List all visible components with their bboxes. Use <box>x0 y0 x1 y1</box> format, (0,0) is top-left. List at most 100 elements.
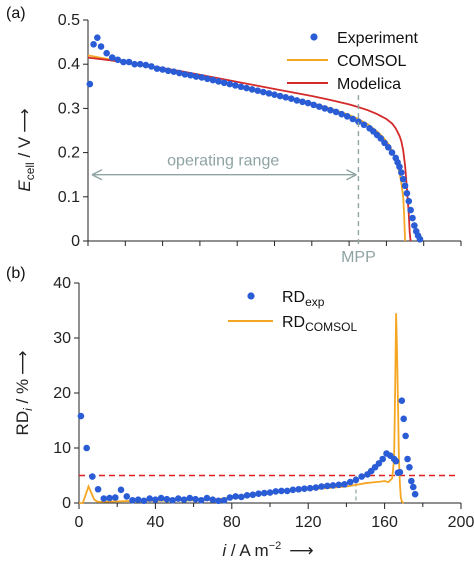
data-point-rd-exp <box>396 468 404 476</box>
panel-a-label: (a) <box>6 5 26 22</box>
data-point-experiment <box>86 80 94 88</box>
data-point-experiment <box>310 101 317 109</box>
data-point-rd-exp <box>375 460 383 467</box>
panel-b-ytick-label: 0 <box>62 495 71 512</box>
panel-a-legend: Experiment COMSOL Modelica <box>287 30 418 93</box>
data-point-rd-exp <box>175 495 182 502</box>
data-point-experiment <box>327 106 334 114</box>
data-point-experiment <box>159 66 166 73</box>
data-point-experiment <box>204 75 211 83</box>
panel-b-xtick-label: 40 <box>147 514 165 531</box>
data-point-rd-exp <box>180 496 188 504</box>
data-point-experiment <box>232 82 239 89</box>
data-point-rd-exp <box>94 485 102 493</box>
svg-text:Ecell / V⟶: Ecell / V ⟶ <box>15 108 37 191</box>
data-point-experiment <box>226 80 234 88</box>
data-point-rd-exp <box>134 496 142 504</box>
operating-range-arrowhead-left <box>91 169 103 181</box>
panel-a-ylabel: Ecell / V ⟶ <box>15 108 37 191</box>
data-point-experiment <box>164 67 172 75</box>
data-point-rd-exp <box>77 412 85 420</box>
data-point-experiment <box>407 206 414 214</box>
data-point-rd-exp <box>318 483 325 490</box>
legend-comsol-label: COMSOL <box>337 53 406 70</box>
data-point-rd-exp <box>289 486 297 494</box>
panel-b-xtick-label: 160 <box>371 514 398 531</box>
data-point-experiment <box>409 214 416 222</box>
data-point-experiment <box>120 58 127 66</box>
panel-b-xtick-label: 0 <box>75 514 84 531</box>
data-point-rd-exp <box>335 481 343 489</box>
data-point-experiment <box>265 90 273 97</box>
panel-b-xtick-label: 120 <box>295 514 322 531</box>
panel-b-ylabel: RDi / % ⟶ <box>13 351 35 436</box>
data-point-rd-exp <box>278 487 285 495</box>
data-point-rd-exp <box>346 478 354 486</box>
data-point-experiment <box>215 78 222 85</box>
panel-a-ylabel-main: E <box>15 180 34 192</box>
data-point-experiment <box>243 84 250 92</box>
data-point-experiment <box>170 68 178 76</box>
data-point-rd-exp <box>226 494 234 501</box>
panel-b-xlabel-sup: −2 <box>269 540 282 552</box>
data-point-experiment <box>403 189 411 197</box>
panel-b-xlabel-rest: / A m <box>226 541 269 560</box>
data-point-rd-exp <box>111 494 119 501</box>
data-point-rd-exp <box>295 485 302 493</box>
data-point-rd-exp <box>117 486 125 494</box>
data-point-experiment <box>293 97 301 104</box>
data-point-experiment <box>343 113 351 120</box>
data-point-experiment <box>332 108 340 116</box>
data-point-experiment <box>405 197 413 205</box>
data-point-experiment <box>260 88 267 96</box>
data-point-experiment <box>136 60 144 68</box>
data-point-rd-exp <box>341 481 348 488</box>
data-point-rd-exp <box>163 495 171 503</box>
data-point-rd-exp <box>100 495 108 502</box>
panel-b-ylabel-arrow: ⟶ <box>13 351 32 375</box>
data-point-experiment <box>399 175 407 183</box>
data-point-rd-exp <box>379 455 386 463</box>
data-point-rd-exp <box>255 490 262 497</box>
panel-b-ytick-label: 10 <box>53 440 71 457</box>
data-point-rd-exp <box>312 484 320 491</box>
panel-b-label: (b) <box>6 265 26 282</box>
data-point-experiment <box>282 94 289 101</box>
data-point-rd-exp <box>192 495 199 503</box>
data-point-experiment <box>142 61 150 69</box>
data-point-experiment <box>355 118 362 125</box>
data-point-experiment <box>220 79 228 87</box>
panel-b-ylabel-sub: i <box>21 408 35 411</box>
data-point-rd-exp <box>197 496 205 504</box>
data-point-experiment <box>153 65 161 72</box>
data-point-rd-exp <box>406 463 413 471</box>
data-point-rd-exp <box>152 496 159 504</box>
data-point-experiment <box>176 69 183 77</box>
legend-modelica-label: Modelica <box>337 76 401 93</box>
panel-a-ylabel-rest: / V <box>15 136 34 162</box>
data-point-experiment <box>108 54 116 61</box>
data-point-experiment <box>377 135 385 142</box>
data-point-experiment <box>192 73 200 80</box>
data-point-experiment <box>248 86 256 93</box>
data-point-rd-exp <box>169 496 176 504</box>
data-point-experiment <box>97 43 105 50</box>
data-point-experiment <box>321 105 329 112</box>
data-point-rd-exp <box>398 397 406 405</box>
panel-b-ylabel-main: RD <box>13 411 32 436</box>
data-point-rd-exp <box>408 477 415 485</box>
data-point-experiment <box>411 222 418 229</box>
mpp-label: MPP <box>341 249 376 266</box>
panel-a-ytick-label: 0.2 <box>58 145 80 162</box>
data-point-experiment <box>271 91 278 98</box>
panel-a-plot <box>86 34 424 243</box>
data-point-rd-exp <box>83 444 90 452</box>
data-point-rd-exp <box>301 485 308 493</box>
data-point-experiment <box>209 76 217 84</box>
data-point-rd-exp <box>186 494 194 502</box>
panel-b-plot <box>77 313 457 505</box>
legend-rdexp-marker <box>247 292 255 300</box>
data-point-rd-exp <box>260 489 268 497</box>
